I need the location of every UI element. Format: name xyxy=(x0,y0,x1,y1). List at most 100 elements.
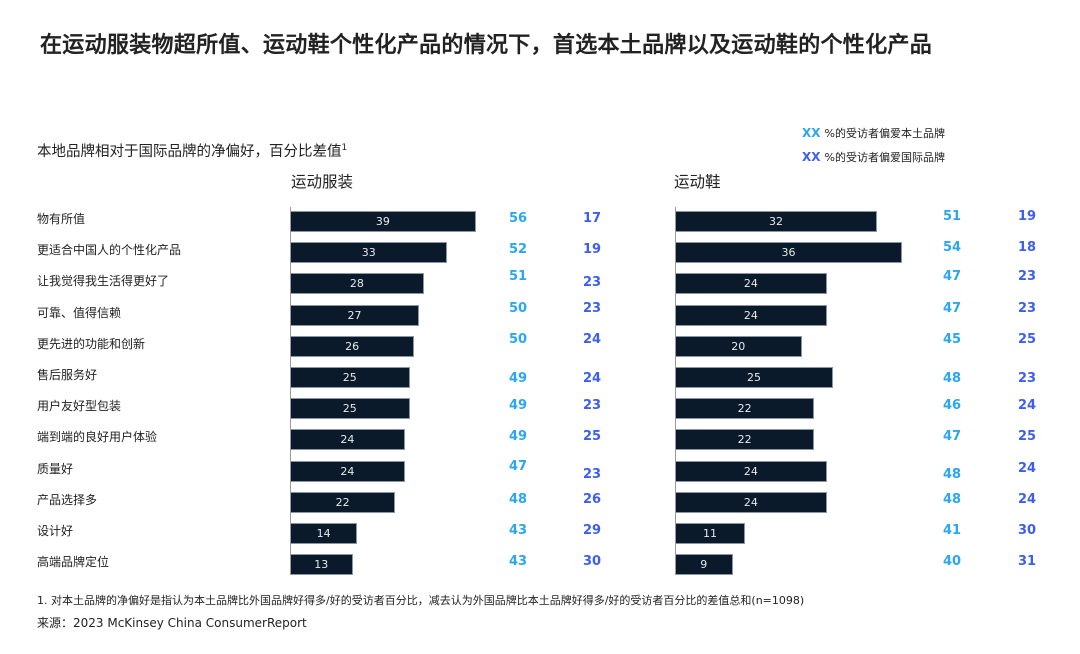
value-intl-pref: 24 xyxy=(1017,460,1037,476)
bar-net-preference: 28 xyxy=(291,273,424,295)
value-local-pref: 50 xyxy=(508,300,528,316)
legend-marker-local: XX xyxy=(802,126,821,140)
value-intl-pref: 24 xyxy=(1017,491,1037,507)
value-local-pref: 51 xyxy=(508,269,528,285)
value-intl-pref: 30 xyxy=(1017,523,1037,538)
category-label: 更先进的功能和创新 xyxy=(37,336,146,351)
legend-label-intl: %的受访者偏爱国际品牌 xyxy=(824,151,945,164)
category-label: 产品选择多 xyxy=(37,492,98,507)
value-intl-pref: 19 xyxy=(582,242,602,258)
value-local-pref: 47 xyxy=(942,300,962,316)
footnote: 1. 对本土品牌的净偏好是指认为本土品牌比外国品牌好得多/好的受访者百分比，减去… xyxy=(37,594,805,607)
value-intl-pref: 25 xyxy=(1017,429,1037,445)
bar-net-preference: 27 xyxy=(291,304,419,326)
bar-net-preference: 22 xyxy=(676,398,815,420)
value-local-pref: 48 xyxy=(942,371,962,386)
bar-net-preference: 20 xyxy=(676,335,802,357)
legend: XX %的受访者偏爱本土品牌 XX %的受访者偏爱国际品牌 xyxy=(802,121,945,169)
bar-net-preference: 25 xyxy=(291,398,410,420)
bar-net-preference: 11 xyxy=(676,523,746,544)
category-label: 用户友好型包装 xyxy=(37,399,122,414)
chart-subtitle: 本地品牌相对于国际品牌的净偏好，百分比差值1 xyxy=(37,140,347,161)
value-intl-pref: 23 xyxy=(582,300,602,316)
value-local-pref: 54 xyxy=(942,240,962,256)
bar-net-preference: 24 xyxy=(291,429,405,451)
category-label: 物有所值 xyxy=(37,212,86,226)
value-local-pref: 48 xyxy=(942,466,962,482)
value-intl-pref: 25 xyxy=(582,429,602,445)
value-intl-pref: 30 xyxy=(582,554,602,570)
value-local-pref: 43 xyxy=(508,554,528,570)
value-local-pref: 51 xyxy=(942,209,962,224)
value-intl-pref: 29 xyxy=(582,523,602,538)
bar-net-preference: 9 xyxy=(676,554,733,576)
value-intl-pref: 23 xyxy=(1017,269,1037,285)
value-intl-pref: 24 xyxy=(582,331,602,347)
axis-line xyxy=(290,207,291,575)
bar-net-preference: 24 xyxy=(291,460,405,482)
value-local-pref: 47 xyxy=(942,429,962,445)
chart-footwear: 32 51 19 36 54 18 24 47 23 24 47 23 20 45 25 25 48 23 22 46… xyxy=(675,207,1055,576)
bar-net-preference: 13 xyxy=(291,554,353,576)
bar-net-preference: 14 xyxy=(291,523,358,544)
value-intl-pref: 17 xyxy=(582,211,602,226)
panel-title-footwear: 运动鞋 xyxy=(674,173,721,191)
panel-title-apparel: 运动服装 xyxy=(291,173,354,191)
bar-net-preference: 22 xyxy=(676,429,815,451)
value-local-pref: 41 xyxy=(942,523,962,538)
value-local-pref: 49 xyxy=(508,371,528,386)
legend-item-intl: XX %的受访者偏爱国际品牌 xyxy=(802,145,945,169)
category-label: 端到端的良好用户体验 xyxy=(37,430,158,445)
category-label: 质量好 xyxy=(37,461,74,476)
value-intl-pref: 23 xyxy=(1017,300,1037,316)
value-intl-pref: 18 xyxy=(1017,240,1037,256)
value-intl-pref: 19 xyxy=(1017,209,1037,224)
page-title: 在运动服装物超所值、运动鞋个性化产品的情况下，首选本土品牌以及运动鞋的个性化产品 xyxy=(40,33,933,58)
category-label: 让我觉得我生活得更好了 xyxy=(37,274,170,289)
bar-net-preference: 32 xyxy=(676,211,877,232)
bar-net-preference: 24 xyxy=(676,273,827,295)
value-local-pref: 45 xyxy=(942,331,962,347)
bar-net-preference: 24 xyxy=(676,491,827,513)
category-label: 售后服务好 xyxy=(37,368,98,382)
bar-net-preference: 24 xyxy=(676,460,827,482)
bar-net-preference: 25 xyxy=(291,367,410,388)
value-local-pref: 50 xyxy=(508,331,528,347)
value-intl-pref: 23 xyxy=(582,275,602,291)
value-local-pref: 47 xyxy=(508,458,528,474)
legend-item-local: XX %的受访者偏爱本土品牌 xyxy=(802,121,945,145)
category-label: 可靠、值得信赖 xyxy=(37,305,122,320)
category-label: 更适合中国人的个性化产品 xyxy=(37,243,182,258)
value-local-pref: 47 xyxy=(942,269,962,285)
value-intl-pref: 31 xyxy=(1017,554,1037,570)
legend-label-local: %的受访者偏爱本土品牌 xyxy=(824,127,945,140)
bar-net-preference: 36 xyxy=(676,242,903,264)
bar-net-preference: 25 xyxy=(676,367,833,388)
bar-net-preference: 33 xyxy=(291,242,448,264)
value-intl-pref: 24 xyxy=(582,371,602,386)
bar-net-preference: 22 xyxy=(291,491,396,513)
axis-line xyxy=(675,207,676,575)
value-local-pref: 49 xyxy=(508,429,528,445)
footnote-marker: 1 xyxy=(341,143,348,154)
legend-marker-intl: XX xyxy=(802,150,821,164)
chart-apparel: 39 56 17 33 52 19 28 51 23 27 50 23 26 50 24 25 49 24 25 49… xyxy=(290,207,620,576)
value-local-pref: 43 xyxy=(508,523,528,538)
value-intl-pref: 23 xyxy=(582,398,602,414)
value-local-pref: 48 xyxy=(942,491,962,507)
subtitle-text: 本地品牌相对于国际品牌的净偏好，百分比差值 xyxy=(37,144,342,160)
value-local-pref: 40 xyxy=(942,554,962,570)
bar-net-preference: 24 xyxy=(676,304,827,326)
bar-net-preference: 39 xyxy=(291,211,476,232)
bar-net-preference: 26 xyxy=(291,335,415,357)
value-intl-pref: 23 xyxy=(582,466,602,482)
value-local-pref: 48 xyxy=(508,491,528,507)
value-local-pref: 52 xyxy=(508,242,528,258)
value-local-pref: 46 xyxy=(942,398,962,414)
category-label: 高端品牌定位 xyxy=(37,555,110,570)
value-local-pref: 49 xyxy=(508,398,528,414)
value-local-pref: 56 xyxy=(508,211,528,226)
source-note: 来源：2023 McKinsey China ConsumerReport xyxy=(37,616,307,630)
value-intl-pref: 23 xyxy=(1017,371,1037,386)
category-label: 设计好 xyxy=(37,524,74,538)
